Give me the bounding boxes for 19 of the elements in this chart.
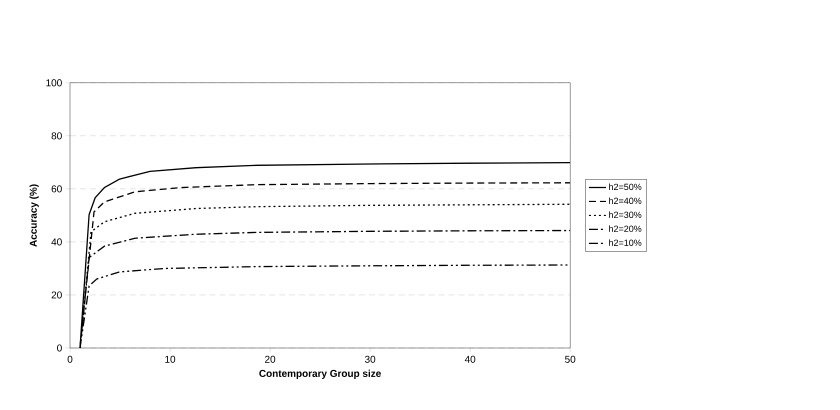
legend-label: h2=40% [609,197,642,204]
legend-label: h2=20% [609,225,642,232]
x-axis-title: Contemporary Group size [259,370,381,379]
x-tick-label: 10 [165,356,176,363]
x-tick-label: 30 [364,356,376,363]
x-tick-label: 40 [464,356,476,363]
y-tick-label: 80 [52,132,62,140]
y-tick-label: 20 [52,291,62,298]
x-tick-label: 20 [265,356,276,363]
y-tick-label: 40 [51,238,62,246]
x-tick-label: 0 [68,356,72,363]
y-axis-title: Accuracy (%) [29,184,39,247]
legend-label: h2=30% [609,211,642,218]
legend-label: h2=50% [609,183,642,190]
legend-label: h2=10% [609,239,642,246]
y-tick-label: 60 [52,185,62,192]
y-tick-label: 100 [46,79,62,86]
y-tick-label: 0 [57,344,62,352]
x-tick-label: 50 [565,356,576,363]
